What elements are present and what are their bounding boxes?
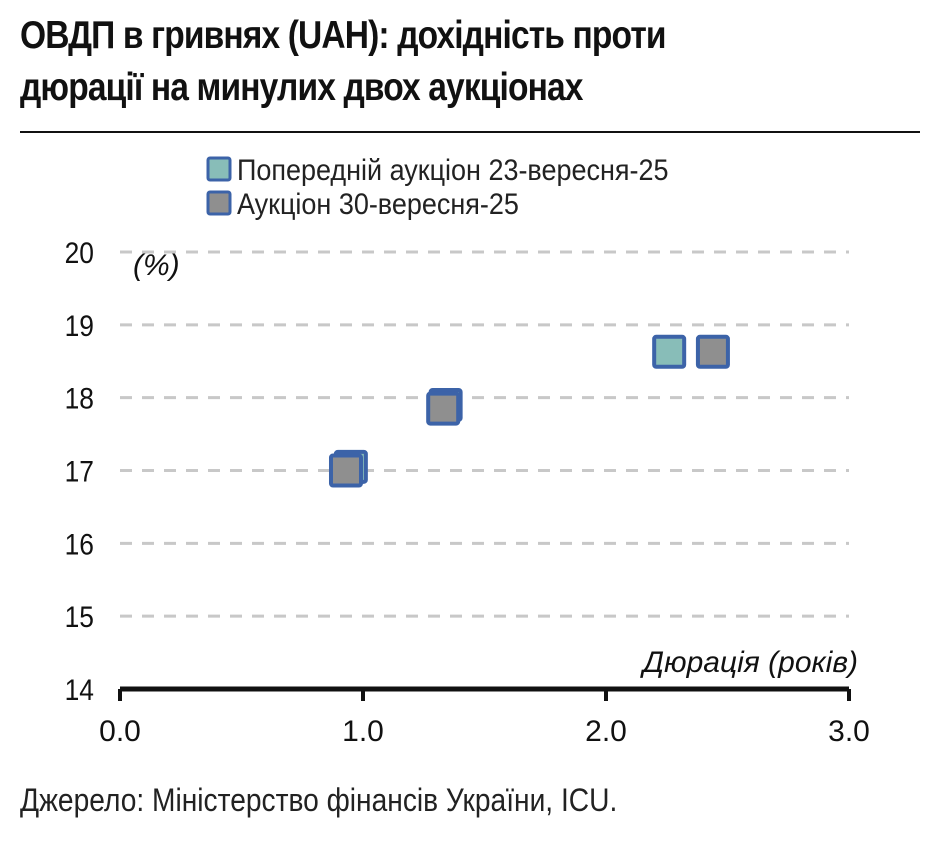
x-tick-label: 1.0 [342, 715, 384, 748]
title-line-2: дюрації на минулих двох аукціонах [20, 66, 583, 109]
y-tick-label: 18 [65, 381, 94, 415]
x-tick-label: 2.0 [585, 715, 627, 748]
source-note: Джерело: Міністерство фінансів України, … [20, 782, 618, 818]
y-tick-label: 17 [65, 454, 94, 488]
point-current-auction [426, 391, 461, 426]
point-previous-auction [652, 334, 687, 369]
y-tick-label: 19 [65, 308, 94, 342]
y-axis-label: (%) [133, 249, 180, 282]
legend-label: Попередній аукціон 23-вересня-25 [237, 154, 668, 188]
legend-label: Аукціон 30-вересня-25 [237, 188, 519, 222]
chart-title: ОВДП в гривнях (UAH): дохідність проти д… [20, 10, 667, 114]
y-tick-label: 15 [65, 600, 94, 634]
x-tick-label: 3.0 [828, 715, 870, 748]
title-divider [20, 131, 920, 133]
y-tick-label: 20 [65, 235, 94, 269]
y-tick-label: 16 [65, 527, 94, 561]
y-tick-label: 14 [65, 672, 94, 706]
title-line-1: ОВДП в гривнях (UAH): дохідність проти [20, 14, 667, 57]
x-tick-label: 0.0 [99, 715, 141, 748]
point-current-auction [695, 334, 730, 369]
legend-marker [206, 190, 232, 216]
x-axis-label: Дюрація (років) [640, 646, 858, 679]
point-current-auction [328, 453, 363, 488]
legend-marker [206, 156, 232, 182]
